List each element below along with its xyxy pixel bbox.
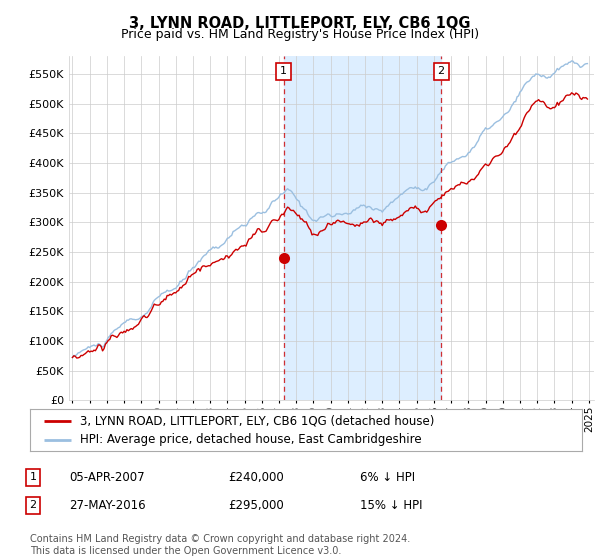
Text: 1: 1 — [29, 472, 37, 482]
Text: Price paid vs. HM Land Registry's House Price Index (HPI): Price paid vs. HM Land Registry's House … — [121, 28, 479, 41]
Text: £240,000: £240,000 — [228, 470, 284, 484]
Text: Contains HM Land Registry data © Crown copyright and database right 2024.
This d: Contains HM Land Registry data © Crown c… — [30, 534, 410, 556]
Text: HPI: Average price, detached house, East Cambridgeshire: HPI: Average price, detached house, East… — [80, 433, 421, 446]
Text: 6% ↓ HPI: 6% ↓ HPI — [360, 470, 415, 484]
Text: 27-MAY-2016: 27-MAY-2016 — [69, 498, 146, 512]
Text: 2: 2 — [437, 67, 445, 77]
Text: £295,000: £295,000 — [228, 498, 284, 512]
Text: 15% ↓ HPI: 15% ↓ HPI — [360, 498, 422, 512]
Text: 1: 1 — [280, 67, 287, 77]
Text: 3, LYNN ROAD, LITTLEPORT, ELY, CB6 1QG (detached house): 3, LYNN ROAD, LITTLEPORT, ELY, CB6 1QG (… — [80, 414, 434, 427]
Text: 05-APR-2007: 05-APR-2007 — [69, 470, 145, 484]
Text: 3, LYNN ROAD, LITTLEPORT, ELY, CB6 1QG: 3, LYNN ROAD, LITTLEPORT, ELY, CB6 1QG — [129, 16, 471, 31]
Bar — [284, 56, 441, 400]
Text: 2: 2 — [29, 500, 37, 510]
